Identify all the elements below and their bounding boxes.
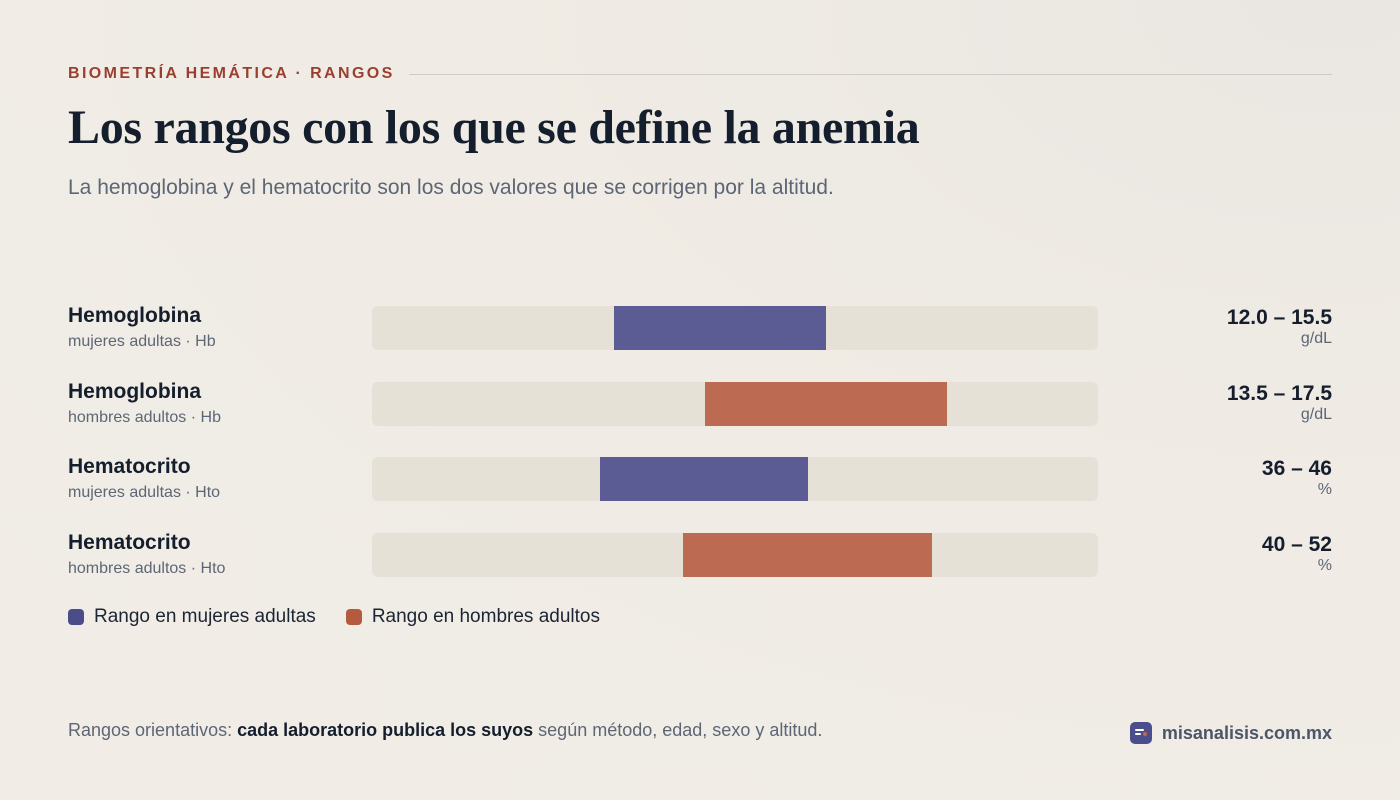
row-name: Hemoglobina [68, 304, 202, 327]
footnote-suffix: según método, edad, sexo y altitud. [533, 720, 823, 740]
eyebrow-row: BIOMETRÍA HEMÁTICA · RANGOS [68, 63, 1332, 85]
row-value: 13.5 – 17.5 g/dL [1227, 382, 1332, 424]
range-unit: % [1317, 557, 1332, 575]
legend-item-women: Rango en mujeres adultas [68, 606, 316, 628]
legend-label-women: Rango en mujeres adultas [94, 606, 316, 627]
chart-row: Hematocrito hombres adultos · Hto 40 – 52% [68, 530, 1332, 586]
row-label: Hemoglobina hombres adultos · Hb [68, 379, 221, 428]
row-subtitle: mujeres adultas · Hto [68, 484, 221, 502]
range-bar-men [704, 381, 947, 426]
range-track [372, 381, 1098, 426]
row-value: 36 – 46% [1262, 457, 1332, 499]
page-subtitle: La hemoglobina y el hematocrito son los … [68, 176, 834, 199]
range-value: 36 – 46 [1261, 457, 1332, 481]
eyebrow-label: BIOMETRÍA HEMÁTICA · RANGOS [68, 65, 395, 82]
footnote-emphasis: cada laboratorio publica los suyos [237, 720, 534, 740]
legend-swatch-men [345, 609, 362, 625]
range-unit: % [1317, 481, 1332, 499]
range-bar-women [600, 457, 808, 502]
chart-legend: Rango en mujeres adultas Rango en hombre… [68, 604, 630, 630]
row-label: Hemoglobina mujeres adultas · Hb [68, 303, 216, 352]
row-value: 40 – 52% [1262, 533, 1332, 575]
chart-row: Hemoglobina hombres adultos · Hb 13.5 – 17… [68, 379, 1332, 435]
brand: misanalisis.com.mx [1129, 721, 1332, 745]
range-track [372, 306, 1098, 350]
range-value: 12.0 – 15.5 [1226, 306, 1332, 329]
row-label: Hematocrito mujeres adultas · Hto [68, 454, 220, 503]
range-track [372, 457, 1098, 502]
row-name: Hematocrito [68, 531, 191, 555]
range-unit: g/dL [1300, 330, 1332, 347]
brand-name: misanalisis.com.mx [1161, 722, 1332, 743]
footnote-prefix: Rangos orientativos: [68, 720, 238, 740]
eyebrow-divider [408, 73, 1332, 75]
footnote: Rangos orientativos: cada laboratorio pu… [68, 720, 822, 741]
range-value: 40 – 52 [1261, 533, 1332, 557]
range-bar-men [683, 533, 932, 578]
row-subtitle: mujeres adultas · Hb [68, 333, 216, 350]
report-icon [1129, 722, 1152, 744]
range-value: 13.5 – 17.5 [1226, 381, 1332, 405]
legend-label-men: Rango en hombres adultos [371, 606, 600, 627]
chart-row: Hematocrito mujeres adultas · Hto 36 – 46% [68, 454, 1332, 510]
row-subtitle: hombres adultos · Hto [68, 560, 226, 578]
legend-item-men: Rango en hombres adultos [345, 606, 600, 628]
row-label: Hematocrito hombres adultos · Hto [68, 530, 225, 579]
legend-swatch-women [68, 609, 84, 625]
chart-row: Hemoglobina mujeres adultas · Hb 12.0 – 15… [68, 303, 1332, 359]
row-name: Hemoglobina [68, 379, 202, 403]
row-value: 12.0 – 15.5 g/dL [1227, 306, 1332, 348]
range-bar-women [614, 306, 826, 350]
range-unit: g/dL [1300, 405, 1332, 423]
row-subtitle: hombres adultos · Hb [68, 408, 221, 426]
row-name: Hematocrito [68, 455, 191, 479]
range-track [372, 533, 1098, 578]
page-title: Los rangos con los que se define la anem… [68, 101, 920, 154]
